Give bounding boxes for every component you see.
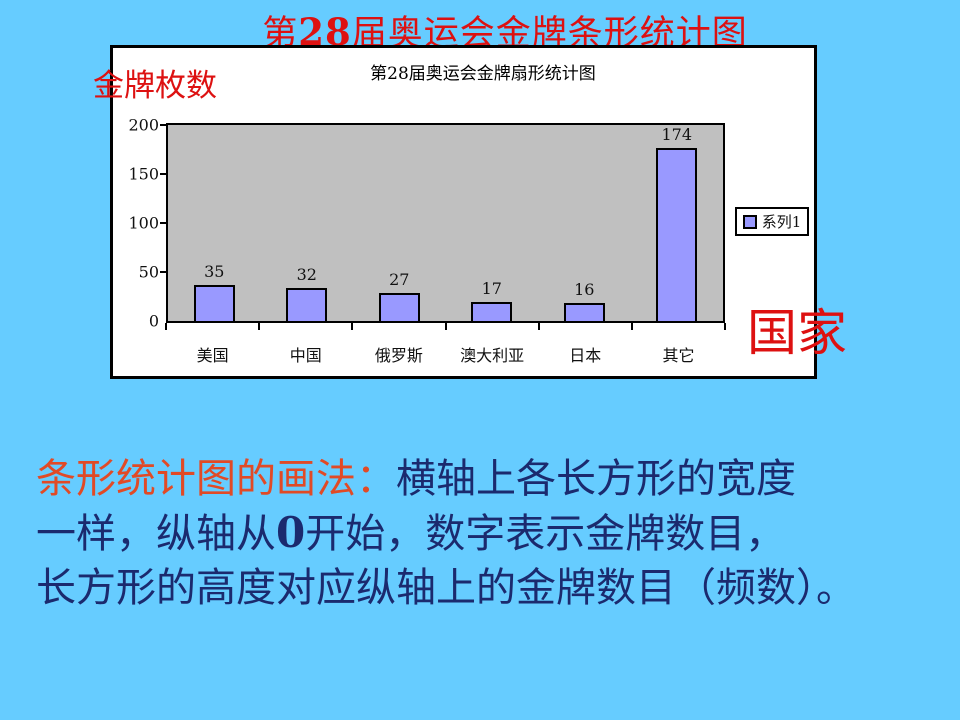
x-tick-label: 其它 [662, 346, 695, 365]
description-line1: 横轴上各长方形的宽度 [396, 456, 796, 502]
description-line2-pre: 一样，纵轴从 [36, 511, 276, 557]
description-text: 条形统计图的画法：横轴上各长方形的宽度一样，纵轴从0开始，数字表示金牌数目， 长方… [36, 452, 936, 615]
description-highlight: 条形统计图的画法： [36, 456, 396, 502]
y-axis-ticks [160, 124, 168, 321]
x-tick-label: 俄罗斯 [374, 346, 423, 365]
legend: 系列1 [735, 207, 809, 236]
bar-value-label: 174 [661, 125, 693, 145]
bar-group: 16 [538, 125, 631, 321]
y-tick-label: 50 [138, 262, 159, 282]
description-line2-post: 开始，数字表示金牌数目， [305, 511, 786, 557]
bar [193, 284, 235, 321]
bar-group: 32 [261, 125, 354, 321]
bar [471, 302, 513, 321]
y-axis-tick-labels: 200 150 100 50 0 [113, 116, 159, 331]
legend-series-label: 系列1 [761, 213, 802, 231]
y-axis-caption: 金牌枚数 [93, 68, 217, 104]
bar-value-label: 27 [389, 269, 410, 289]
y-tick-label: 150 [128, 164, 159, 184]
y-tick-label: 200 [128, 115, 159, 135]
bar-value-label: 17 [481, 279, 502, 299]
x-axis-tick-labels: 美国 中国 俄罗斯 澳大利亚 日本 其它 [166, 342, 725, 366]
bar-group: 174 [631, 125, 724, 321]
x-tick-label: 中国 [289, 346, 322, 365]
y-tick-label: 0 [148, 311, 159, 331]
x-axis-caption: 国家 [747, 304, 847, 362]
bar [656, 148, 698, 321]
bar [286, 287, 328, 321]
bar-group: 35 [168, 125, 261, 321]
bar-group: 17 [446, 125, 539, 321]
description-zero: 0 [276, 508, 306, 557]
bar-value-label: 35 [204, 261, 225, 281]
y-tick-label: 100 [128, 213, 159, 233]
x-axis-ticks [165, 323, 726, 330]
plot-area: 35 32 27 17 16 174 [166, 123, 725, 323]
x-tick-label: 日本 [569, 346, 602, 365]
chart-panel: 第28届奥运会金牌扇形统计图 200 150 100 50 0 35 32 27 [110, 45, 817, 379]
x-tick-label: 美国 [196, 346, 229, 365]
bar-value-label: 16 [574, 280, 595, 300]
bar [563, 303, 605, 321]
bar-group: 27 [353, 125, 446, 321]
x-tick-label: 澳大利亚 [460, 346, 525, 365]
description-line3: 长方形的高度对应纵轴上的金牌数目（频数）。 [36, 565, 856, 611]
bar-value-label: 32 [296, 264, 317, 284]
bar [378, 292, 420, 321]
chart-title: 第28届奥运会金牌扇形统计图 [370, 64, 596, 84]
legend-marker-icon [742, 214, 757, 229]
